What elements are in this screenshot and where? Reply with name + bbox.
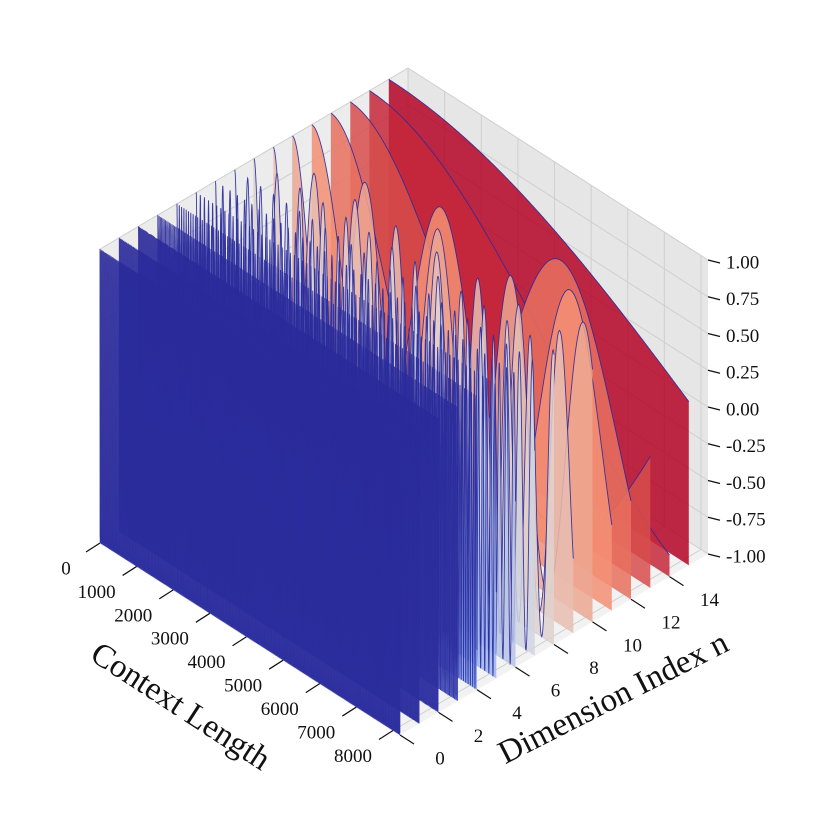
x-tick-mark xyxy=(122,565,137,576)
axis-ticks xyxy=(85,259,721,745)
z-tick-label: 0.50 xyxy=(726,326,759,347)
x-tick-mark xyxy=(195,612,211,623)
x-tick-label: 0 xyxy=(61,558,71,579)
z-tick-label: -0.50 xyxy=(726,473,766,494)
x-tick-label: 4000 xyxy=(188,652,226,673)
y-tick-label: 2 xyxy=(474,726,484,747)
y-tick-label: 14 xyxy=(700,590,720,611)
y-tick-label: 0 xyxy=(435,748,445,769)
z-tick-label: 1.00 xyxy=(726,252,759,273)
z-tick-label: -0.25 xyxy=(726,436,766,457)
z-tick-mark xyxy=(707,406,721,411)
y-tick-mark xyxy=(515,666,530,677)
x-tick-mark xyxy=(305,683,321,694)
z-tick-mark xyxy=(707,332,721,338)
z-tick-mark xyxy=(707,516,721,521)
y-tick-mark xyxy=(553,643,569,655)
slice-n-0 xyxy=(99,249,401,735)
z-tick-mark xyxy=(707,296,721,301)
x-tick-label: 7000 xyxy=(297,722,335,743)
y-tick-mark xyxy=(669,576,684,587)
y-tick-label: 10 xyxy=(623,635,642,656)
x-tick-mark xyxy=(85,542,101,553)
y-tick-mark xyxy=(476,689,492,700)
y-tick-mark xyxy=(592,621,607,632)
z-tick-label: -0.75 xyxy=(726,510,766,531)
z-tick-mark xyxy=(707,369,721,374)
x-tick-label: 5000 xyxy=(224,676,262,697)
x-tick-mark xyxy=(342,706,357,717)
x-tick-label: 2000 xyxy=(114,605,152,626)
x-tick-label: 1000 xyxy=(78,582,116,603)
z-tick-mark xyxy=(707,553,721,558)
y-tick-mark xyxy=(630,598,646,609)
y-tick-label: 4 xyxy=(512,703,522,724)
x-tick-mark xyxy=(158,589,174,600)
y-tick-label: 8 xyxy=(589,658,599,679)
x-tick-mark xyxy=(232,636,247,647)
y-tick-mark xyxy=(438,711,453,722)
z-tick-label: -1.00 xyxy=(726,546,766,567)
x-tick-label: 6000 xyxy=(261,699,299,720)
x-tick-mark xyxy=(268,659,284,670)
z-tick-label: 0.25 xyxy=(726,363,759,384)
x-tick-label: 8000 xyxy=(334,746,372,767)
z-tick-mark xyxy=(707,443,721,448)
x-tick-mark xyxy=(378,729,394,741)
grid-line-z xyxy=(407,67,709,261)
z-tick-mark xyxy=(707,259,721,264)
dimension-slices xyxy=(99,78,690,735)
z-tick-mark xyxy=(707,479,721,485)
z-tick-label: 0.00 xyxy=(726,399,759,420)
x-axis-label: Context Length xyxy=(84,635,277,778)
x-tick-label: 3000 xyxy=(151,629,189,650)
slice-curve xyxy=(388,78,690,402)
slice-curve xyxy=(99,249,401,735)
y-tick-label: 6 xyxy=(551,680,561,701)
y-tick-mark xyxy=(399,734,415,745)
z-tick-label: 0.75 xyxy=(726,289,759,310)
y-tick-label: 12 xyxy=(662,613,681,634)
